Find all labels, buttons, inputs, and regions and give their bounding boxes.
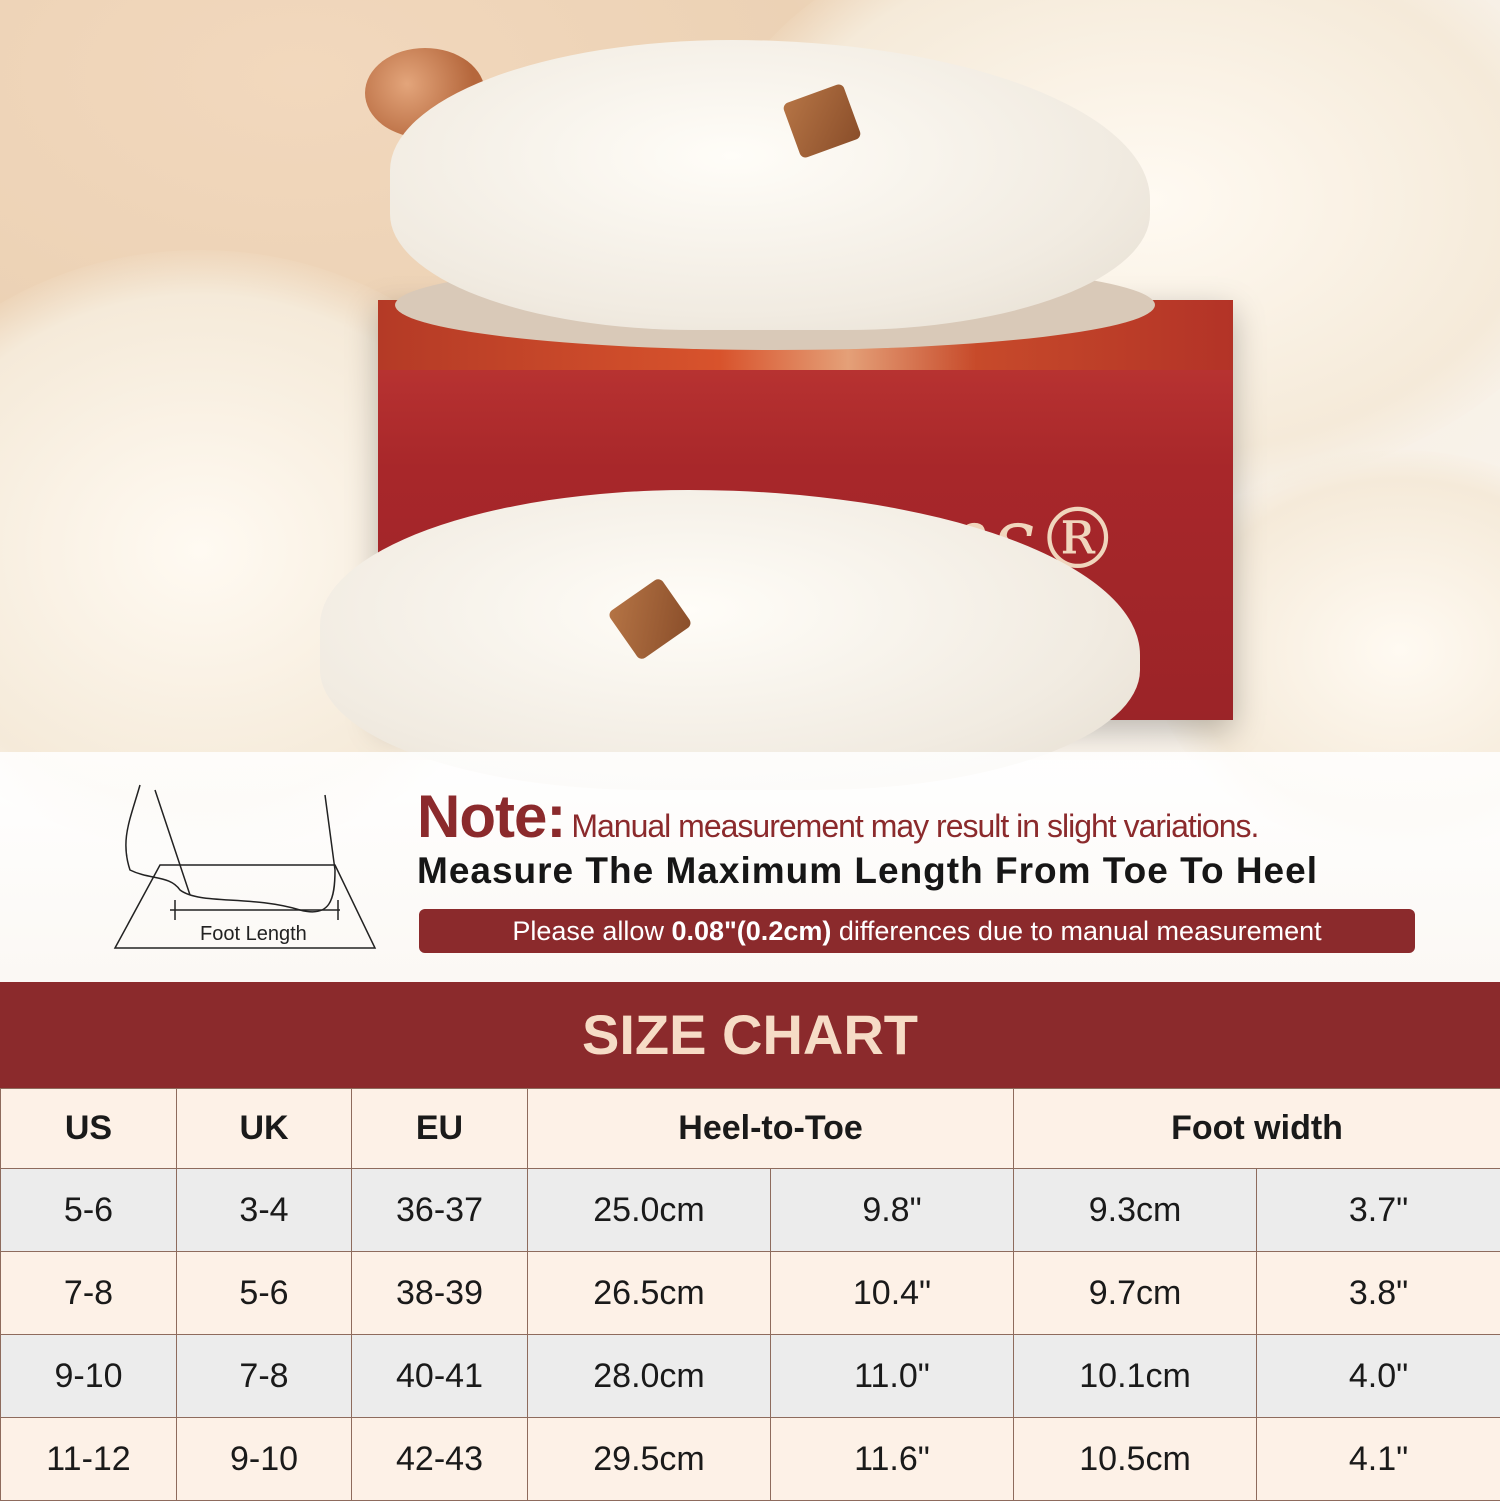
cell-width-in: 3.8" (1257, 1252, 1500, 1335)
cell-heel-toe-cm: 29.5cm (528, 1418, 771, 1501)
header-uk: UK (177, 1089, 352, 1169)
size-chart-title: SIZE CHART (0, 982, 1500, 1088)
cell-heel-toe-cm: 28.0cm (528, 1335, 771, 1418)
tolerance-prefix: Please allow (512, 916, 671, 946)
note-text: Manual measurement may result in slight … (571, 808, 1258, 844)
cell-width-cm: 9.7cm (1014, 1252, 1257, 1335)
cell-width-cm: 10.1cm (1014, 1335, 1257, 1418)
cell-width-in: 4.0" (1257, 1335, 1500, 1418)
cell-us: 9-10 (1, 1335, 177, 1418)
header-heel-to-toe: Heel-to-Toe (528, 1089, 1014, 1169)
tolerance-suffix: differences due to manual measurement (831, 916, 1321, 946)
tolerance-banner: Please allow 0.08"(0.2cm) differences du… (419, 909, 1415, 953)
cell-width-in: 4.1" (1257, 1418, 1500, 1501)
cell-width-cm: 10.5cm (1014, 1418, 1257, 1501)
measure-instruction: Measure The Maximum Length From Toe To H… (417, 850, 1318, 892)
cell-uk: 9-10 (177, 1418, 352, 1501)
cell-heel-toe-in: 11.0" (771, 1335, 1014, 1418)
cell-width-in: 3.7" (1257, 1169, 1500, 1252)
note-label: Note: (417, 783, 565, 850)
cell-eu: 38-39 (352, 1252, 528, 1335)
cell-uk: 3-4 (177, 1169, 352, 1252)
cell-heel-toe-cm: 25.0cm (528, 1169, 771, 1252)
cell-uk: 5-6 (177, 1252, 352, 1335)
tolerance-value: 0.08"(0.2cm) (671, 916, 831, 946)
cell-heel-toe-in: 9.8" (771, 1169, 1014, 1252)
cell-width-cm: 9.3cm (1014, 1169, 1257, 1252)
cell-eu: 36-37 (352, 1169, 528, 1252)
cell-us: 11-12 (1, 1418, 177, 1501)
cell-eu: 40-41 (352, 1335, 528, 1418)
header-eu: EU (352, 1089, 528, 1169)
header-us: US (1, 1089, 177, 1169)
cell-us: 7-8 (1, 1252, 177, 1335)
product-photo: EverFoams® (0, 0, 1500, 760)
cell-us: 5-6 (1, 1169, 177, 1252)
header-foot-width: Foot width (1014, 1089, 1500, 1169)
table-header-row: US UK EU Heel-to-Toe Foot width (1, 1089, 1500, 1169)
foot-length-label: Foot Length (200, 923, 307, 946)
cell-heel-toe-in: 10.4" (771, 1252, 1014, 1335)
cell-heel-toe-in: 11.6" (771, 1418, 1014, 1501)
note-line: Note:Manual measurement may result in sl… (417, 782, 1258, 851)
cell-heel-toe-cm: 26.5cm (528, 1252, 771, 1335)
cell-uk: 7-8 (177, 1335, 352, 1418)
cell-eu: 42-43 (352, 1418, 528, 1501)
